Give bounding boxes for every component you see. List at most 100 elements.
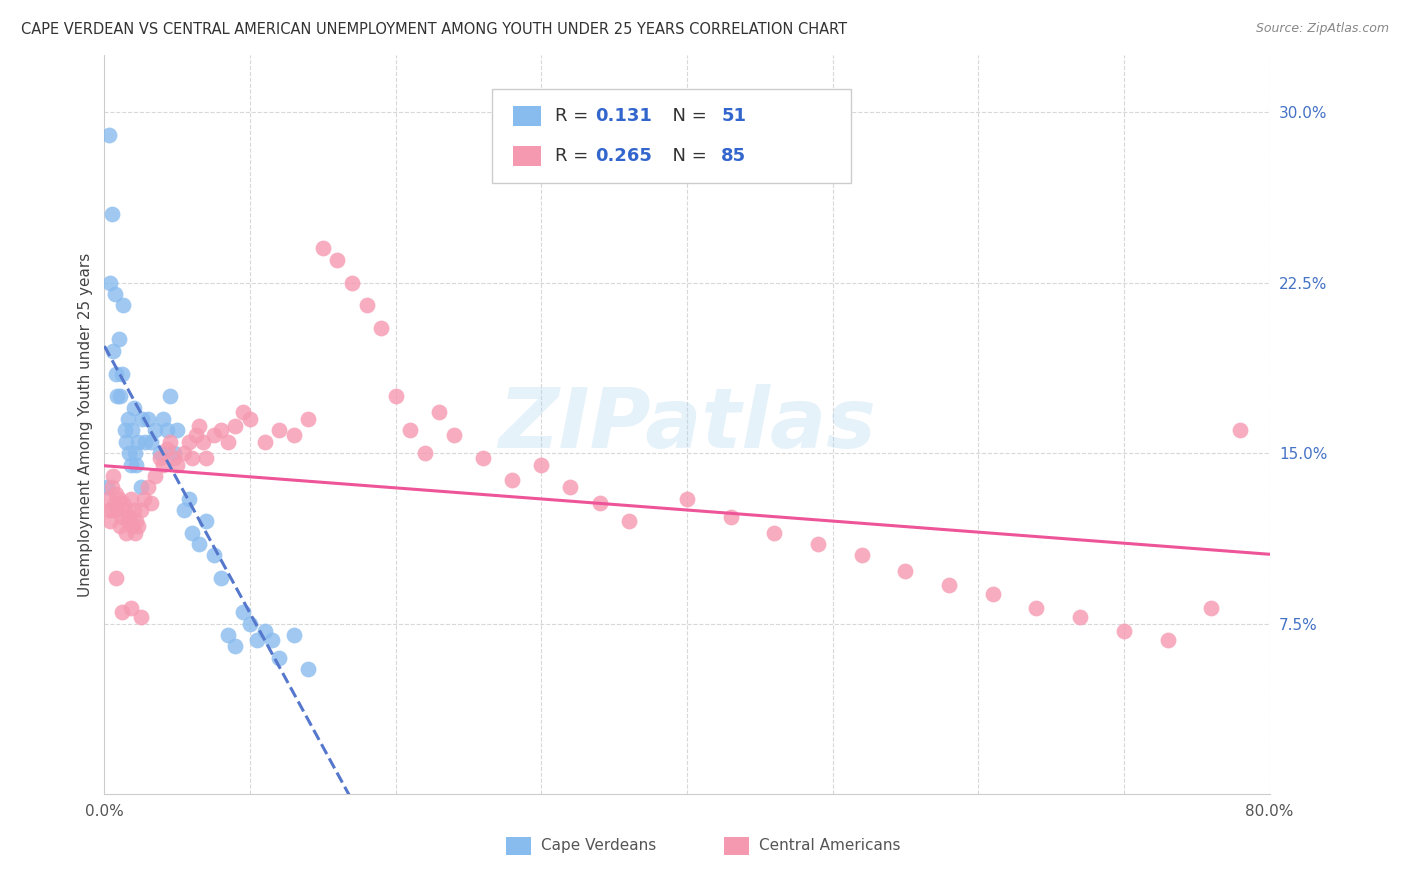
Point bbox=[166, 424, 188, 438]
Point bbox=[269, 424, 291, 438]
Point bbox=[1199, 600, 1222, 615]
Point bbox=[115, 525, 138, 540]
Point bbox=[763, 525, 786, 540]
Point bbox=[105, 367, 128, 381]
Point bbox=[163, 450, 186, 465]
Point bbox=[232, 405, 254, 419]
Point bbox=[136, 412, 159, 426]
Point bbox=[260, 632, 283, 647]
Point bbox=[560, 480, 582, 494]
Point bbox=[195, 515, 218, 529]
Point bbox=[253, 434, 276, 449]
Point bbox=[246, 632, 269, 647]
Point bbox=[114, 424, 136, 438]
Point bbox=[120, 458, 142, 472]
Point bbox=[370, 321, 392, 335]
Point bbox=[166, 458, 188, 472]
Point bbox=[356, 298, 378, 312]
Point bbox=[112, 298, 135, 312]
Point bbox=[121, 424, 143, 438]
Point bbox=[173, 446, 195, 460]
Point bbox=[125, 458, 148, 472]
Point bbox=[981, 587, 1004, 601]
Point bbox=[127, 519, 149, 533]
Point bbox=[340, 276, 363, 290]
Point bbox=[232, 605, 254, 619]
Point bbox=[180, 525, 202, 540]
Point bbox=[149, 446, 172, 460]
Point bbox=[163, 446, 186, 460]
Text: N =: N = bbox=[661, 107, 713, 125]
Point bbox=[413, 446, 436, 460]
Point bbox=[184, 428, 207, 442]
Point bbox=[202, 549, 225, 563]
Point bbox=[118, 446, 141, 460]
Point bbox=[399, 424, 422, 438]
Point bbox=[120, 600, 142, 615]
Point bbox=[180, 450, 202, 465]
Text: 85: 85 bbox=[721, 147, 747, 165]
Point bbox=[217, 434, 239, 449]
Point bbox=[253, 624, 276, 638]
Point bbox=[894, 565, 917, 579]
Point bbox=[117, 412, 139, 426]
Point bbox=[143, 424, 166, 438]
Point bbox=[139, 434, 162, 449]
Point bbox=[100, 503, 122, 517]
Point bbox=[108, 491, 131, 506]
Point bbox=[1112, 624, 1135, 638]
Point bbox=[588, 496, 610, 510]
Point bbox=[149, 450, 172, 465]
Point bbox=[120, 491, 142, 506]
Point bbox=[125, 515, 148, 529]
Point bbox=[110, 519, 132, 533]
Point bbox=[105, 487, 128, 501]
Point bbox=[443, 428, 465, 442]
Point bbox=[202, 428, 225, 442]
Point bbox=[101, 343, 124, 358]
Point bbox=[384, 389, 406, 403]
Point bbox=[98, 276, 121, 290]
Point bbox=[312, 242, 335, 256]
Point bbox=[96, 491, 118, 506]
Point bbox=[129, 480, 152, 494]
Point bbox=[156, 424, 179, 438]
Point bbox=[131, 412, 153, 426]
Point bbox=[217, 628, 239, 642]
Point bbox=[1069, 610, 1091, 624]
Text: R =: R = bbox=[555, 147, 595, 165]
Point bbox=[107, 503, 129, 517]
Point bbox=[124, 446, 146, 460]
Text: Source: ZipAtlas.com: Source: ZipAtlas.com bbox=[1256, 22, 1389, 36]
Point bbox=[129, 503, 152, 517]
Point bbox=[297, 412, 319, 426]
Point bbox=[121, 519, 143, 533]
Point bbox=[1229, 424, 1251, 438]
Text: 51: 51 bbox=[721, 107, 747, 125]
Point bbox=[152, 412, 174, 426]
Point bbox=[224, 640, 246, 654]
Point bbox=[807, 537, 830, 551]
Text: Central Americans: Central Americans bbox=[759, 838, 901, 853]
Point bbox=[173, 503, 195, 517]
Point bbox=[129, 610, 152, 624]
Point bbox=[676, 491, 699, 506]
Point bbox=[720, 509, 742, 524]
Text: CAPE VERDEAN VS CENTRAL AMERICAN UNEMPLOYMENT AMONG YOUTH UNDER 25 YEARS CORRELA: CAPE VERDEAN VS CENTRAL AMERICAN UNEMPLO… bbox=[21, 22, 848, 37]
Point bbox=[139, 496, 162, 510]
Text: Cape Verdeans: Cape Verdeans bbox=[541, 838, 657, 853]
Point bbox=[427, 405, 450, 419]
Point bbox=[115, 434, 138, 449]
Point bbox=[105, 571, 128, 585]
Point bbox=[1156, 632, 1178, 647]
Point bbox=[97, 128, 120, 142]
Point bbox=[177, 434, 200, 449]
Point bbox=[938, 578, 960, 592]
Point bbox=[98, 515, 121, 529]
Point bbox=[111, 605, 134, 619]
Text: N =: N = bbox=[661, 147, 713, 165]
Point bbox=[283, 628, 305, 642]
Point bbox=[193, 434, 215, 449]
Point bbox=[297, 662, 319, 676]
Point bbox=[118, 509, 141, 524]
